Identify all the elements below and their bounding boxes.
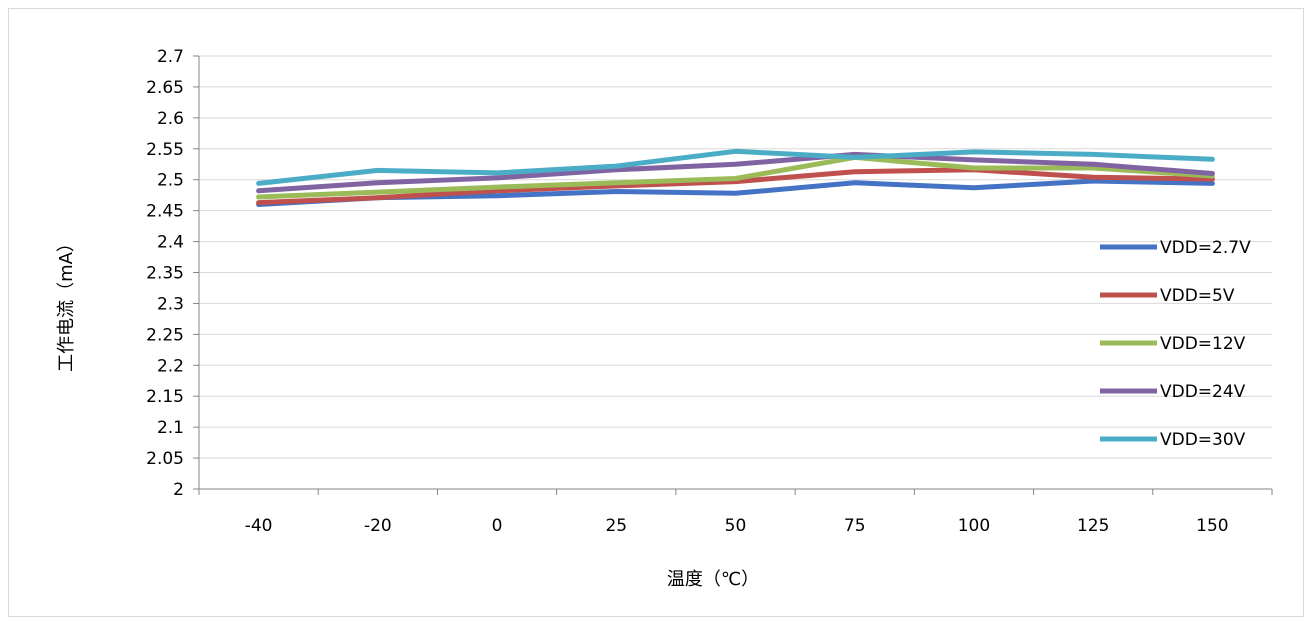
x-tick-label: 50 bbox=[725, 516, 747, 536]
legend-label: VDD=5V bbox=[1160, 286, 1235, 306]
y-tick-label: 2.3 bbox=[157, 294, 184, 314]
series-line-5 bbox=[256, 148, 1215, 186]
y-tick-label: 2 bbox=[173, 480, 184, 500]
y-tick-label: 2.55 bbox=[146, 140, 184, 160]
y-tick-label: 2.2 bbox=[157, 356, 184, 376]
y-tick-label: 2.1 bbox=[157, 418, 184, 438]
y-axis-title: 工作电流（mA） bbox=[56, 234, 77, 372]
series-line-3 bbox=[256, 154, 1215, 200]
legend: VDD=2.7V VDD=5V VDD=12V VDD=24V VDD=30V bbox=[1100, 238, 1251, 450]
y-tick-label: 2.25 bbox=[146, 325, 184, 345]
y-tick-label: 2.15 bbox=[146, 387, 184, 407]
y-tick-label: 2.35 bbox=[146, 264, 184, 284]
series-line-4 bbox=[256, 151, 1215, 194]
legend-label: VDD=30V bbox=[1160, 430, 1246, 450]
y-tick-label: 2.65 bbox=[146, 78, 184, 98]
y-tick-label: 2.7 bbox=[157, 47, 184, 67]
x-axis-title: 温度（℃） bbox=[667, 569, 759, 590]
y-tick-label: 2.4 bbox=[157, 233, 184, 253]
legend-label: VDD=12V bbox=[1160, 334, 1246, 354]
axes bbox=[193, 55, 1273, 495]
chart-frame bbox=[8, 8, 1304, 617]
x-tick-label: 100 bbox=[958, 516, 990, 536]
x-axis-tick-labels: -40 -20 0 25 50 75 100 125 150 bbox=[245, 516, 1229, 536]
gridlines bbox=[199, 55, 1272, 459]
series-lines bbox=[256, 148, 1215, 207]
x-tick-label: 75 bbox=[844, 516, 866, 536]
x-tick-label: 0 bbox=[492, 516, 503, 536]
x-tick-label: -40 bbox=[245, 516, 273, 536]
legend-label: VDD=2.7V bbox=[1160, 238, 1251, 258]
x-tick-label: 150 bbox=[1196, 516, 1228, 536]
y-tick-label: 2.05 bbox=[146, 449, 184, 469]
x-tick-label: 125 bbox=[1077, 516, 1109, 536]
legend-label: VDD=24V bbox=[1160, 382, 1246, 402]
y-tick-label: 2.45 bbox=[146, 202, 184, 222]
y-tick-label: 2.5 bbox=[157, 171, 184, 191]
series-line-2 bbox=[256, 167, 1215, 206]
x-tick-label: 25 bbox=[605, 516, 627, 536]
y-axis-tick-labels: 2 2.05 2.1 2.15 2.2 2.25 2.3 2.35 2.4 2.45 2.5 2.55… bbox=[146, 47, 184, 500]
y-tick-label: 2.6 bbox=[157, 109, 184, 129]
x-tick-label: -20 bbox=[364, 516, 392, 536]
